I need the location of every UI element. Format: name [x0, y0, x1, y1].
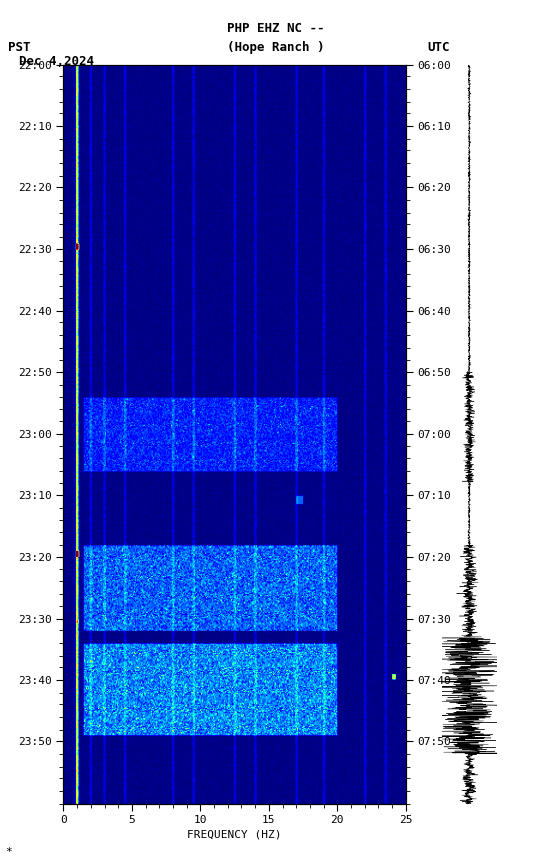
Text: *: *: [6, 847, 12, 857]
Text: PHP EHZ NC --: PHP EHZ NC --: [227, 22, 325, 35]
Text: Dec 4,2024: Dec 4,2024: [19, 55, 94, 68]
X-axis label: FREQUENCY (HZ): FREQUENCY (HZ): [187, 829, 282, 840]
Text: UTC: UTC: [428, 41, 450, 54]
Text: (Hope Ranch ): (Hope Ranch ): [227, 41, 325, 54]
Text: PST: PST: [8, 41, 31, 54]
